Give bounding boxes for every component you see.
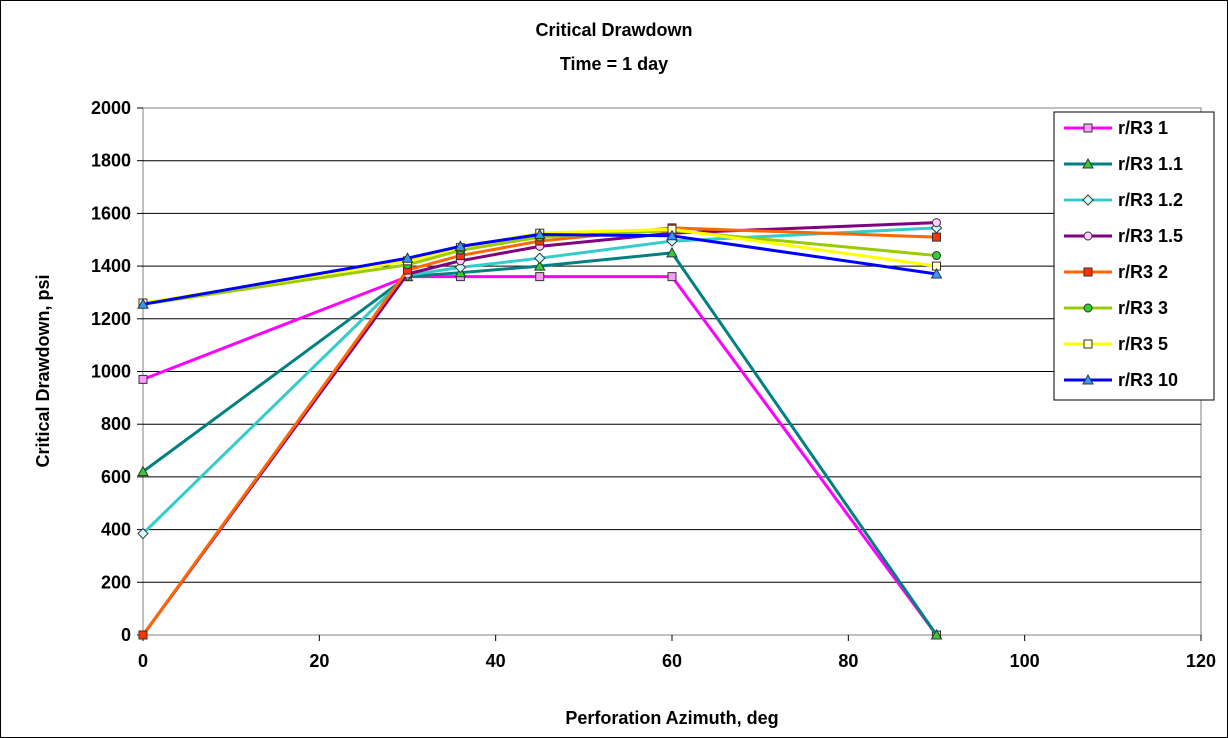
legend-box	[1053, 111, 1215, 401]
x-axis-ticks: 0 20 40 60 80 100 120	[138, 635, 1216, 671]
data-point	[666, 229, 678, 241]
y-tick-label: 1000	[91, 362, 131, 382]
legend-label: r/R3 5	[1118, 334, 1168, 354]
data-point	[138, 630, 148, 640]
series-line	[142, 251, 938, 636]
x-axis-label: Perforation Azimuth, deg	[565, 708, 778, 728]
legend-item: r/R3 1.1	[1064, 154, 1183, 174]
series-line	[141, 226, 937, 636]
legend-label: r/R3 10	[1118, 370, 1178, 390]
legend-item: r/R3 1.5	[1064, 226, 1183, 246]
data-point	[932, 251, 941, 261]
data-point	[533, 228, 546, 239]
x-tick-label: 60	[662, 651, 682, 671]
legend: r/R3 1 r/R3 1.1 r/R3 1.2 r/R3 1.5 r/R3 2 r/R3…	[1053, 111, 1215, 401]
legend-marker	[1083, 231, 1093, 241]
y-tick-label: 1600	[91, 203, 131, 223]
legend-marker	[1083, 123, 1093, 133]
data-point	[534, 252, 546, 264]
data-point	[930, 628, 943, 640]
legend-marker	[1082, 157, 1094, 169]
x-tick-label: 120	[1186, 651, 1216, 671]
data-point	[666, 246, 678, 258]
series-line	[142, 275, 938, 636]
legend-label: r/R3 1.2	[1118, 190, 1183, 210]
legend-label: r/R3 1.1	[1118, 154, 1183, 174]
y-tick-label: 2000	[91, 98, 131, 118]
data-point	[137, 298, 149, 309]
legend-label: r/R3 1	[1118, 118, 1168, 138]
x-tick-label: 80	[838, 651, 858, 671]
x-tick-label: 40	[486, 651, 506, 671]
data-point	[533, 260, 546, 271]
data-point	[138, 374, 148, 384]
series-line	[141, 226, 937, 535]
x-tick-label: 20	[309, 651, 329, 671]
y-axis-label: Critical Drawdown, psi	[33, 274, 53, 467]
legend-marker	[1082, 194, 1094, 206]
legend-item: r/R3 5	[1064, 334, 1168, 354]
y-tick-label: 600	[101, 467, 131, 487]
data-point	[137, 527, 149, 540]
y-tick-label: 0	[121, 625, 131, 645]
data-point	[454, 240, 467, 251]
x-tick-label: 100	[1010, 651, 1040, 671]
series-line	[142, 232, 937, 306]
data-point	[667, 272, 677, 282]
y-tick-label: 1800	[91, 151, 131, 171]
y-axis-ticks: 0 200 400 600 800 1000 1200 1400 1600 1800 2000	[91, 98, 143, 645]
legend-label: r/R3 3	[1118, 298, 1168, 318]
y-tick-label: 800	[101, 414, 131, 434]
x-tick-label: 0	[138, 651, 148, 671]
y-tick-label: 400	[101, 520, 131, 540]
legend-item: r/R3 3	[1064, 298, 1168, 318]
series-layer	[137, 218, 943, 640]
legend-marker	[1082, 373, 1094, 385]
data-point	[401, 252, 414, 263]
legend-item: r/R3 1	[1064, 118, 1168, 138]
series-line	[141, 221, 937, 636]
chart-title: Critical Drawdown	[535, 20, 692, 40]
legend-item: r/R3 1.2	[1064, 190, 1183, 210]
series-7	[137, 228, 943, 309]
legend-marker	[1083, 267, 1093, 277]
data-point	[932, 218, 941, 228]
y-tick-label: 1200	[91, 309, 131, 329]
legend-marker	[1083, 303, 1093, 313]
data-point	[137, 465, 149, 477]
y-tick-label: 200	[101, 572, 131, 592]
y-tick-label: 1400	[91, 256, 131, 276]
data-point	[535, 272, 545, 282]
chart-subtitle: Time = 1 day	[560, 54, 668, 74]
legend-label: r/R3 2	[1118, 262, 1168, 282]
legend-item: r/R3 10	[1064, 370, 1178, 390]
legend-item: r/R3 2	[1064, 262, 1168, 282]
gridlines	[143, 160, 1201, 583]
data-point	[454, 261, 467, 274]
data-point	[930, 267, 943, 279]
legend-marker	[1083, 339, 1093, 349]
legend-label: r/R3 1.5	[1118, 226, 1183, 246]
data-point	[932, 232, 941, 242]
